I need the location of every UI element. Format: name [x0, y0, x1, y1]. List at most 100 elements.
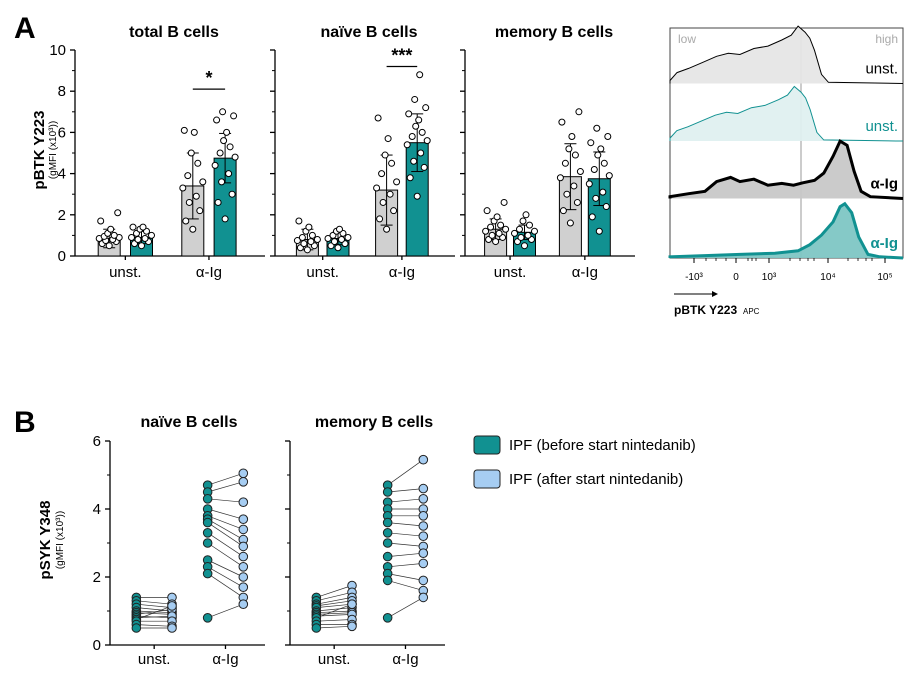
y-tick-label: 6 [93, 433, 101, 450]
after-point [418, 454, 429, 465]
data-point [594, 151, 602, 159]
data-point [295, 217, 303, 225]
data-point [595, 227, 603, 235]
data-point [561, 159, 569, 167]
chart-title: total B cells [129, 24, 219, 41]
chart-memory-b-cells-psyk: memory B cells unst. α-Ig [285, 414, 445, 668]
data-point [148, 231, 155, 239]
after-point [418, 548, 429, 559]
data-point [334, 244, 342, 252]
y-tick-label: 2 [93, 569, 101, 586]
data-point [420, 163, 428, 171]
before-point [131, 623, 142, 633]
data-point [185, 198, 193, 206]
data-point [602, 203, 610, 211]
after-point [418, 494, 429, 504]
x-tick-label: α-Ig [392, 651, 418, 668]
data-point [293, 237, 301, 245]
after-point [238, 551, 249, 562]
x-tick-label: unst. [318, 651, 351, 668]
data-point [388, 159, 396, 167]
pair-line [387, 459, 424, 486]
pair-line [207, 481, 244, 493]
y-tick-label: 4 [58, 166, 66, 183]
pair-line [387, 580, 424, 591]
x-tick-label: α-Ig [572, 264, 598, 281]
chart-title: memory B cells [315, 414, 433, 431]
data-point [230, 112, 238, 120]
pair-line [387, 597, 424, 619]
pair-line [316, 603, 353, 608]
data-point [588, 213, 596, 221]
after-point [418, 531, 429, 542]
before-point [202, 528, 213, 538]
data-point [107, 225, 115, 233]
data-point [526, 221, 533, 229]
data-point [531, 227, 538, 235]
legend-label: IPF (before start nintedanib) [509, 437, 696, 454]
chart-histogram-overlay: low high unst. unst. α-Ig α-Ig -10³ 0 10³ 10⁴ 10⁵ p… [668, 25, 904, 317]
data-point [187, 149, 195, 157]
after-point [418, 558, 429, 569]
data-point [220, 137, 228, 145]
x-tick-label: 0 [733, 272, 739, 283]
data-point [568, 133, 576, 141]
chart-title: naïve B cells [321, 24, 418, 41]
pair-line [316, 585, 353, 598]
legend: IPF (before start nintedanib) IPF (after … [473, 435, 696, 489]
data-point [592, 194, 600, 202]
data-point [129, 223, 137, 231]
data-point [600, 159, 608, 167]
data-point [307, 238, 315, 246]
before-point [382, 538, 393, 548]
pair-line [387, 573, 424, 581]
trace-label: α-Ig [870, 235, 898, 252]
data-point [214, 198, 222, 206]
y-tick-label: 0 [58, 248, 66, 265]
before-point [382, 528, 393, 538]
y-axis-label: pBTK Y223 [31, 111, 48, 190]
y-tick-label: 0 [93, 637, 101, 654]
pair-line [316, 597, 353, 605]
data-point [225, 170, 233, 178]
data-point [298, 233, 306, 241]
pair-line [136, 603, 173, 608]
pair-line [136, 608, 173, 615]
data-point [180, 126, 188, 134]
pair-line [207, 573, 244, 598]
data-point [556, 174, 564, 182]
pair-line [136, 600, 173, 605]
pair-line [387, 498, 424, 503]
pair-line [387, 488, 424, 493]
data-point [559, 207, 567, 215]
panel-letter-b: B [14, 406, 36, 439]
data-point [223, 128, 231, 136]
data-point [386, 190, 394, 198]
trace-label: α-Ig [870, 176, 898, 193]
histogram-fill [670, 86, 903, 141]
data-point [585, 180, 593, 188]
data-point [211, 161, 219, 169]
data-point [105, 242, 113, 250]
data-point [141, 234, 149, 242]
chart-naive-b-cells-psyk: naïve B cells 0 2 4 6 pSYK Y348 (gMFI (x10³)) u… [37, 414, 265, 668]
trace-label: unst. [865, 118, 898, 135]
x-tick-label: 10³ [762, 272, 777, 283]
pair-line [207, 498, 244, 503]
data-point [199, 178, 207, 186]
axis-arrowhead [712, 291, 718, 297]
significance-label: * [205, 68, 212, 88]
data-point [492, 238, 500, 246]
pair-line [316, 612, 353, 615]
after-point [418, 592, 429, 603]
pair-line [207, 542, 244, 568]
data-point [590, 165, 598, 173]
data-point [416, 71, 424, 79]
pair-line [316, 600, 353, 607]
data-point [565, 145, 573, 153]
pair-line [207, 559, 244, 578]
y-axis-sublabel: (gMFI (x10³)) [55, 511, 66, 569]
data-point [336, 225, 343, 233]
data-point [393, 178, 401, 186]
after-point [238, 599, 249, 610]
